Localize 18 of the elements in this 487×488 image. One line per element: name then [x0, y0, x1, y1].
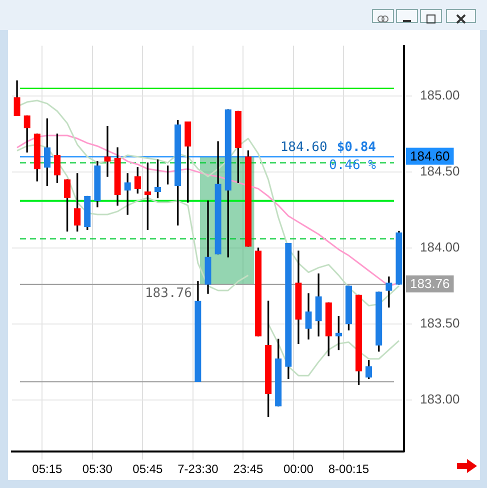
- y-tick-label: 184.50: [420, 164, 460, 179]
- x-tick-label: 05:15: [32, 462, 63, 476]
- y-tick-label: 185.00: [420, 88, 460, 103]
- x-tick-label: 05:30: [82, 462, 113, 476]
- x-tick-label: 7-23:30: [178, 462, 219, 476]
- ref-line-label: 184.60: [410, 148, 450, 164]
- annotation: $0.84: [336, 140, 376, 156]
- y-tick-label: 183.00: [420, 392, 460, 407]
- x-tick-label: 00:00: [283, 462, 314, 476]
- x-tick-label: 23:45: [233, 462, 264, 476]
- x-tick-label: 8-00:15: [328, 462, 370, 476]
- candlestick: [104, 126, 111, 177]
- annotation: 183.76: [144, 286, 192, 301]
- y-tick-label: 183.50: [420, 316, 460, 331]
- y-tick-label: 184.00: [420, 240, 460, 255]
- ref-line-label: 183.76: [410, 276, 450, 291]
- annotation: 184.60: [280, 140, 328, 156]
- x-tick-label: 05:45: [132, 462, 164, 476]
